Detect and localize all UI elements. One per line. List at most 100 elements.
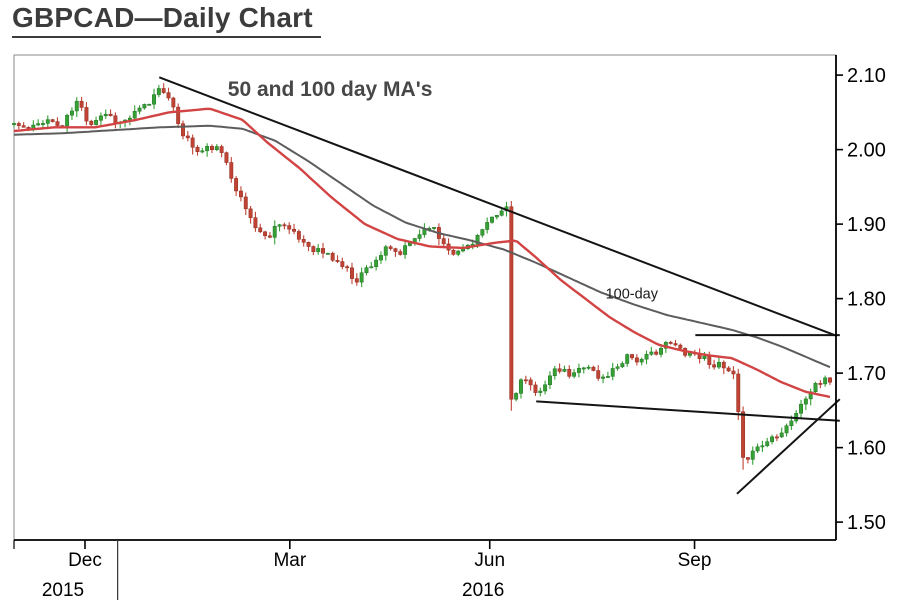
candle-body bbox=[799, 403, 803, 414]
candle-body bbox=[591, 366, 596, 371]
candle-body bbox=[736, 373, 741, 412]
x-axis-label: Sep bbox=[678, 550, 712, 571]
candle-body bbox=[272, 226, 277, 238]
candle-body bbox=[634, 357, 639, 363]
candle-body bbox=[721, 361, 726, 369]
candle-body bbox=[161, 88, 166, 93]
candle-body bbox=[132, 111, 137, 119]
candle-body bbox=[369, 266, 374, 269]
candle-body bbox=[562, 368, 567, 372]
candle-body bbox=[98, 115, 103, 121]
candle-body bbox=[55, 121, 60, 126]
candle-body bbox=[345, 266, 350, 269]
trendline-ascending-wedge-line bbox=[736, 398, 841, 495]
candle-body bbox=[533, 384, 538, 393]
candle-body bbox=[432, 227, 437, 229]
candle-body bbox=[572, 372, 577, 377]
candle-body bbox=[668, 342, 673, 344]
x-axis-label: Jun bbox=[474, 550, 505, 571]
candle-body bbox=[258, 227, 263, 233]
candle-body bbox=[601, 376, 606, 379]
candle-body bbox=[238, 190, 243, 198]
candle-body bbox=[41, 123, 45, 125]
candle-body bbox=[499, 210, 504, 216]
candle-body bbox=[359, 272, 364, 283]
candle-body bbox=[417, 234, 422, 239]
candle-body bbox=[586, 366, 591, 369]
candle-body bbox=[475, 234, 480, 245]
y-axis-label: 1.80 bbox=[847, 289, 886, 311]
candle-body bbox=[774, 436, 779, 439]
candle-body bbox=[528, 379, 533, 386]
candle-body bbox=[277, 224, 282, 227]
candle-body bbox=[731, 370, 736, 375]
candle-body bbox=[219, 146, 224, 153]
candle-body bbox=[745, 457, 750, 460]
candle-body bbox=[480, 229, 485, 236]
candle-body bbox=[137, 107, 142, 112]
candle-body bbox=[456, 250, 461, 255]
candle-body bbox=[567, 368, 572, 377]
candle-body bbox=[716, 361, 721, 368]
candle-body bbox=[69, 110, 74, 116]
candle-body bbox=[166, 92, 171, 99]
candle-body bbox=[103, 113, 108, 117]
candle-body bbox=[229, 162, 234, 179]
y-axis-label: 1.60 bbox=[847, 438, 886, 460]
candle-body bbox=[789, 420, 794, 426]
candle-body bbox=[113, 115, 118, 124]
y-axis-label: 2.10 bbox=[847, 65, 886, 87]
candle-body bbox=[74, 100, 79, 112]
y-axis-label: 2.00 bbox=[847, 140, 886, 162]
candle-body bbox=[325, 253, 330, 255]
candle-body bbox=[707, 355, 712, 365]
candle-body bbox=[301, 239, 306, 243]
candle-body bbox=[383, 246, 388, 256]
candle-body bbox=[726, 367, 731, 372]
x-axis: Dec Mar Jun Sep 2015 2016 bbox=[13, 539, 836, 601]
candle-body bbox=[779, 432, 784, 438]
candle-body bbox=[205, 146, 210, 152]
candle-body bbox=[282, 224, 287, 227]
candle-body bbox=[224, 152, 229, 163]
candle-body bbox=[316, 248, 321, 252]
candle-body bbox=[364, 267, 369, 274]
candle-body bbox=[625, 354, 630, 364]
annotation-ma100-label: 100-day bbox=[606, 287, 659, 303]
candle-body bbox=[398, 251, 403, 255]
candle-body bbox=[548, 375, 552, 385]
y-axis-label: 1.50 bbox=[847, 512, 886, 534]
candle-body bbox=[494, 215, 499, 218]
candle-body bbox=[306, 242, 311, 247]
candle-body bbox=[403, 245, 408, 255]
candle-body bbox=[519, 379, 523, 394]
candle-body bbox=[12, 123, 16, 125]
candle-body bbox=[581, 367, 586, 370]
candle-body bbox=[248, 208, 253, 218]
candle-body bbox=[388, 246, 393, 249]
ma100-line bbox=[13, 124, 831, 369]
candle-body bbox=[451, 249, 456, 255]
candle-body bbox=[659, 348, 663, 355]
candle-body bbox=[630, 354, 634, 359]
candle-body bbox=[543, 384, 548, 392]
candle-body bbox=[243, 196, 248, 210]
candle-body bbox=[267, 235, 272, 238]
candle-body bbox=[509, 206, 514, 400]
candle-body bbox=[644, 354, 649, 360]
candle-body bbox=[803, 398, 808, 405]
candle-body bbox=[340, 261, 345, 267]
candle-body bbox=[147, 103, 152, 106]
candle-body bbox=[538, 390, 543, 393]
candle-body bbox=[210, 146, 214, 151]
candle-body bbox=[234, 178, 239, 192]
candle-body bbox=[654, 351, 659, 355]
annotation-ma-title: 50 and 100 day MA's bbox=[228, 78, 433, 101]
candle-body bbox=[152, 94, 156, 105]
candle-body bbox=[330, 253, 335, 261]
candle-body bbox=[195, 147, 200, 152]
candle-body bbox=[181, 123, 185, 137]
candle-body bbox=[823, 377, 828, 385]
candle-body bbox=[552, 368, 557, 377]
